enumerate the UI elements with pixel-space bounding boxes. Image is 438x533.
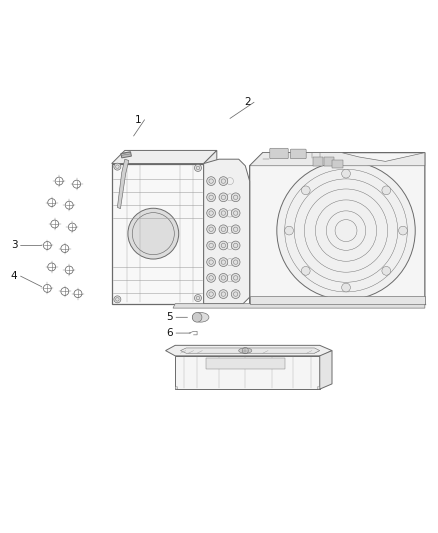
Circle shape	[207, 258, 215, 266]
Circle shape	[219, 258, 228, 266]
Circle shape	[231, 273, 240, 282]
Circle shape	[219, 273, 228, 282]
Circle shape	[231, 258, 240, 266]
Circle shape	[219, 209, 228, 217]
Circle shape	[207, 209, 215, 217]
Text: 6: 6	[166, 328, 173, 338]
Circle shape	[128, 208, 179, 259]
Circle shape	[277, 161, 415, 300]
Polygon shape	[206, 359, 285, 369]
Circle shape	[114, 296, 121, 303]
Circle shape	[219, 290, 228, 298]
Circle shape	[342, 283, 350, 292]
FancyBboxPatch shape	[332, 159, 343, 168]
Circle shape	[207, 290, 215, 298]
Circle shape	[285, 226, 293, 235]
Circle shape	[219, 225, 228, 233]
Circle shape	[231, 225, 240, 233]
Circle shape	[342, 169, 350, 178]
Circle shape	[231, 241, 240, 250]
Circle shape	[192, 312, 202, 322]
Circle shape	[207, 193, 215, 201]
Circle shape	[194, 165, 201, 172]
Polygon shape	[204, 159, 250, 304]
Circle shape	[399, 226, 407, 235]
FancyBboxPatch shape	[270, 148, 288, 159]
Polygon shape	[320, 351, 332, 389]
FancyBboxPatch shape	[324, 157, 334, 166]
Text: 2: 2	[244, 97, 251, 107]
Polygon shape	[204, 150, 217, 304]
Circle shape	[207, 241, 215, 250]
Polygon shape	[250, 152, 425, 304]
Text: 4: 4	[11, 271, 18, 281]
FancyBboxPatch shape	[313, 157, 323, 166]
Polygon shape	[121, 152, 131, 158]
Polygon shape	[250, 152, 425, 166]
Circle shape	[175, 386, 178, 389]
Polygon shape	[180, 348, 320, 353]
Circle shape	[231, 209, 240, 217]
Circle shape	[382, 186, 391, 195]
Ellipse shape	[192, 312, 209, 322]
Circle shape	[219, 177, 228, 185]
Circle shape	[231, 193, 240, 201]
Circle shape	[231, 290, 240, 298]
Polygon shape	[117, 159, 129, 209]
Text: 3: 3	[11, 240, 18, 251]
Text: 5: 5	[166, 312, 173, 322]
Circle shape	[219, 241, 228, 250]
Ellipse shape	[239, 348, 252, 353]
Circle shape	[301, 266, 310, 275]
Polygon shape	[175, 356, 320, 389]
Polygon shape	[112, 150, 217, 164]
Circle shape	[317, 386, 320, 389]
FancyBboxPatch shape	[290, 149, 306, 159]
Polygon shape	[112, 164, 204, 304]
Polygon shape	[166, 345, 332, 356]
Circle shape	[194, 295, 201, 302]
Polygon shape	[173, 304, 425, 308]
Polygon shape	[250, 296, 425, 304]
Circle shape	[219, 193, 228, 201]
Circle shape	[207, 273, 215, 282]
Circle shape	[114, 163, 121, 170]
Circle shape	[301, 186, 310, 195]
Text: 1: 1	[134, 115, 141, 125]
Circle shape	[207, 177, 215, 185]
Circle shape	[207, 225, 215, 233]
Circle shape	[382, 266, 391, 275]
